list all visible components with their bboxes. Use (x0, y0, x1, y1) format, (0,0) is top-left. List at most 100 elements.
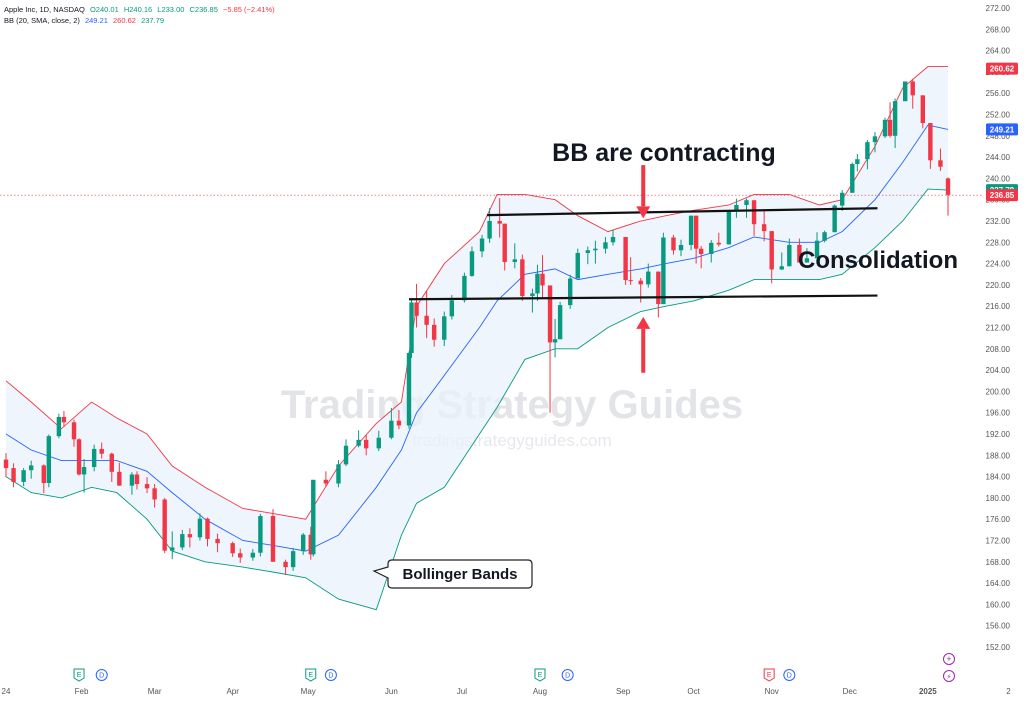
candle[interactable] (414, 283, 419, 328)
candle[interactable] (117, 462, 122, 486)
candle[interactable] (144, 477, 150, 494)
candle[interactable] (557, 301, 563, 340)
candle[interactable] (376, 430, 381, 452)
candle[interactable] (442, 311, 447, 347)
candle[interactable] (270, 509, 276, 562)
candle[interactable] (887, 102, 893, 138)
candle[interactable] (882, 117, 888, 138)
candle[interactable] (283, 559, 288, 576)
candle[interactable] (610, 229, 616, 246)
candle[interactable] (152, 484, 157, 508)
candle[interactable] (301, 533, 306, 555)
candle[interactable] (170, 531, 175, 560)
earnings-marker[interactable]: E (534, 668, 546, 682)
candle[interactable] (787, 238, 792, 267)
candle[interactable] (920, 95, 926, 129)
candle[interactable] (431, 318, 437, 347)
candle[interactable] (512, 243, 517, 269)
candle[interactable] (311, 479, 316, 557)
candle[interactable] (205, 517, 210, 547)
candle[interactable] (389, 407, 394, 440)
candle[interactable] (902, 81, 908, 102)
candle[interactable] (187, 528, 193, 548)
candle[interactable] (865, 140, 870, 170)
candle[interactable] (197, 513, 203, 541)
candle[interactable] (671, 234, 676, 255)
candle[interactable] (497, 198, 502, 238)
candle[interactable] (61, 411, 67, 427)
candle[interactable] (716, 232, 721, 247)
candle[interactable] (709, 240, 714, 263)
candle[interactable] (547, 285, 553, 413)
candle[interactable] (336, 460, 341, 488)
candle[interactable] (567, 274, 573, 309)
candle[interactable] (797, 238, 802, 263)
bollinger-callout[interactable]: Bollinger Bands (372, 559, 533, 589)
arrow-down[interactable] (636, 165, 651, 219)
candle[interactable] (487, 208, 492, 243)
candle[interactable] (520, 254, 525, 301)
candle[interactable] (356, 430, 361, 448)
candle[interactable] (872, 132, 878, 153)
candle[interactable] (804, 248, 810, 263)
candle[interactable] (46, 434, 52, 488)
candle[interactable] (855, 153, 860, 172)
trendline[interactable] (487, 207, 878, 217)
candle[interactable] (502, 223, 507, 271)
candle[interactable] (593, 240, 598, 264)
candle[interactable] (11, 463, 16, 488)
candle[interactable] (814, 232, 820, 259)
candle[interactable] (363, 435, 369, 456)
candle[interactable] (693, 215, 699, 264)
candle[interactable] (822, 230, 827, 243)
dividend-marker[interactable]: D (783, 669, 796, 681)
candle[interactable] (250, 549, 256, 561)
candle[interactable] (230, 541, 235, 558)
price-axis[interactable]: 272.00268.00264.00260.00256.00252.00248.… (986, 4, 1018, 652)
candle[interactable] (162, 497, 167, 554)
candle[interactable] (938, 148, 943, 171)
earnings-marker[interactable]: E (763, 668, 775, 682)
candle[interactable] (56, 413, 62, 439)
candle[interactable] (479, 234, 485, 258)
candle[interactable] (688, 215, 694, 251)
candle[interactable] (945, 177, 951, 216)
candle[interactable] (215, 533, 220, 553)
candle[interactable] (343, 439, 349, 466)
candle[interactable] (628, 257, 633, 285)
candle[interactable] (308, 526, 313, 560)
candle[interactable] (129, 472, 135, 495)
dividend-marker[interactable]: D (95, 669, 108, 681)
candle[interactable] (258, 513, 263, 557)
candle[interactable] (779, 252, 784, 270)
candle[interactable] (469, 246, 475, 277)
candle[interactable] (761, 210, 767, 242)
candle[interactable] (81, 459, 87, 493)
candle[interactable] (840, 190, 845, 211)
dividend-marker[interactable]: D (561, 669, 574, 681)
candle[interactable] (535, 264, 540, 301)
candle[interactable] (744, 198, 749, 218)
candle[interactable] (109, 452, 114, 482)
candle[interactable] (540, 255, 545, 298)
candle[interactable] (575, 248, 580, 279)
candle[interactable] (323, 471, 329, 487)
candle[interactable] (71, 419, 77, 447)
candle[interactable] (21, 468, 26, 487)
candle[interactable] (603, 236, 608, 254)
candle[interactable] (698, 246, 704, 269)
candle[interactable] (238, 548, 243, 563)
earnings-marker[interactable]: E (305, 668, 317, 682)
candle[interactable] (623, 236, 628, 285)
candle[interactable] (928, 123, 933, 169)
candle[interactable] (892, 98, 898, 149)
candle[interactable] (91, 444, 97, 472)
candle[interactable] (678, 239, 684, 257)
candle[interactable] (134, 471, 140, 490)
candle[interactable] (646, 263, 651, 288)
split-marker[interactable]: ⚡ (943, 670, 955, 682)
candle[interactable] (850, 162, 855, 193)
candle[interactable] (656, 271, 661, 318)
